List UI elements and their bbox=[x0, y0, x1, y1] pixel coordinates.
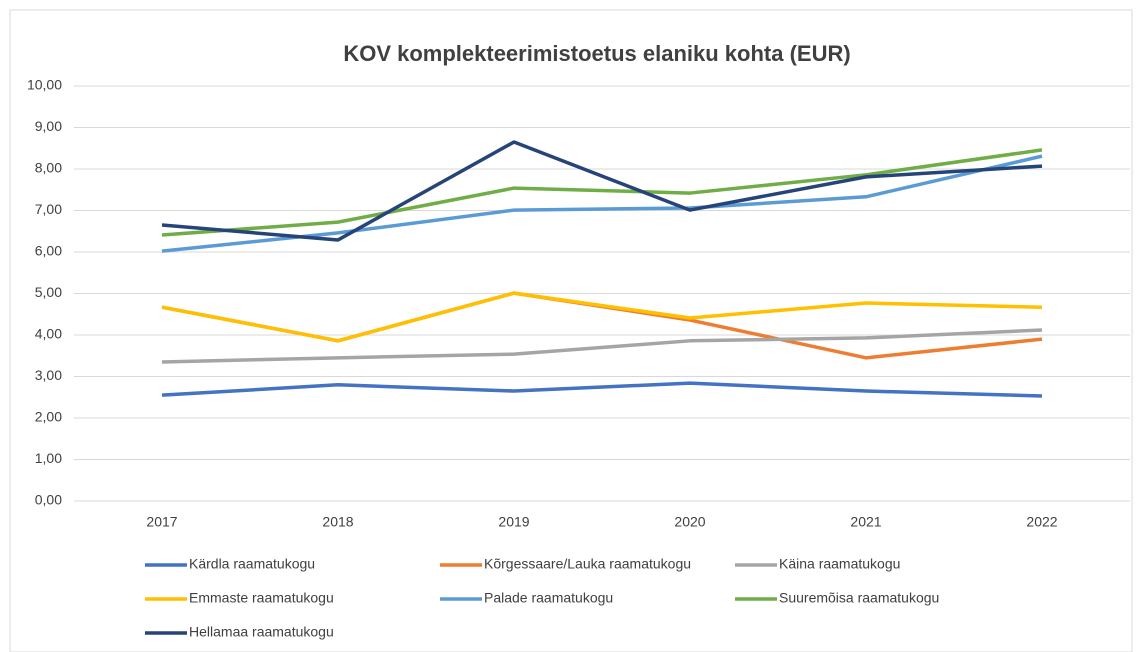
x-tick-label: 2019 bbox=[498, 514, 529, 530]
series-line bbox=[161, 381, 1043, 398]
legend-label: Palade raamatukogu bbox=[484, 590, 613, 606]
legend-label: Hellamaa raamatukogu bbox=[189, 624, 334, 640]
y-tick-label: 1,00 bbox=[35, 450, 62, 466]
y-tick-label: 0,00 bbox=[35, 492, 62, 508]
series-line bbox=[161, 140, 1043, 242]
x-tick-label: 2020 bbox=[674, 514, 705, 530]
y-tick-label: 8,00 bbox=[35, 160, 62, 176]
legend-label: Kõrgessaare/Lauka raamatukogu bbox=[484, 556, 691, 572]
y-tick-label: 7,00 bbox=[35, 201, 62, 217]
y-tick-label: 9,00 bbox=[35, 118, 62, 134]
x-tick-label: 2018 bbox=[322, 514, 353, 530]
legend-label: Emmaste raamatukogu bbox=[189, 590, 334, 606]
chart-title: KOV komplekteerimistoetus elaniku kohta … bbox=[343, 41, 850, 66]
x-tick-label: 2022 bbox=[1026, 514, 1057, 530]
legend-label: Käina raamatukogu bbox=[779, 556, 900, 572]
legend-label: Suuremõisa raamatukogu bbox=[779, 590, 939, 606]
legend-label: Kärdla raamatukogu bbox=[189, 556, 315, 572]
series-line bbox=[161, 328, 1043, 364]
series-line bbox=[161, 148, 1043, 237]
y-tick-label: 10,00 bbox=[27, 77, 62, 93]
y-tick-label: 4,00 bbox=[35, 326, 62, 342]
y-tick-label: 5,00 bbox=[35, 284, 62, 300]
chart-frame bbox=[9, 9, 1133, 652]
series-line bbox=[161, 291, 1043, 343]
y-tick-label: 3,00 bbox=[35, 367, 62, 383]
y-tick-label: 6,00 bbox=[35, 243, 62, 259]
x-tick-label: 2017 bbox=[146, 514, 177, 530]
x-tick-label: 2021 bbox=[850, 514, 881, 530]
y-tick-label: 2,00 bbox=[35, 409, 62, 425]
